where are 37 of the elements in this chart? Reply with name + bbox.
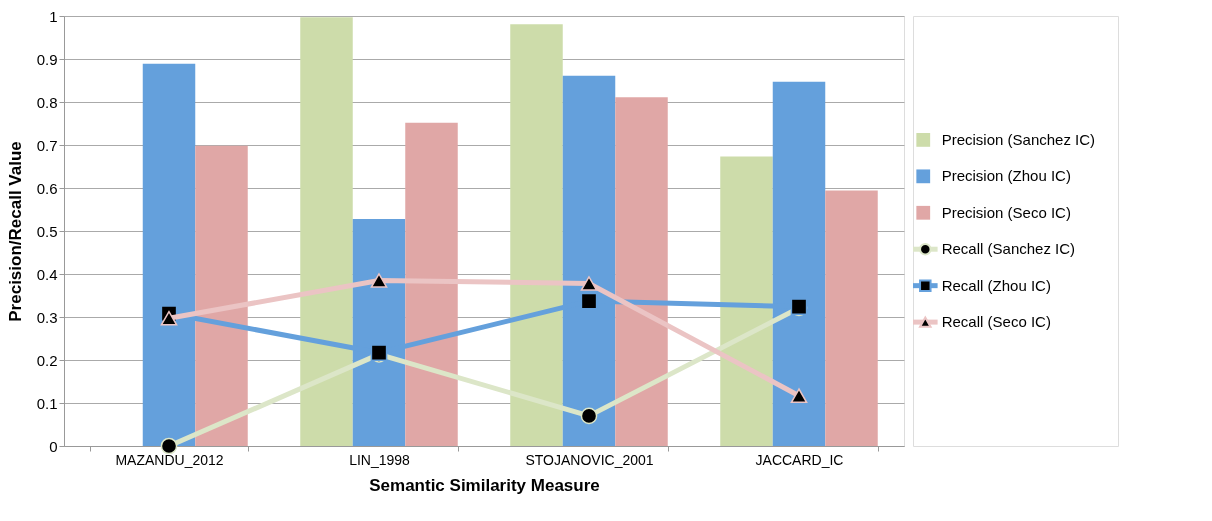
point: [160, 437, 178, 455]
legend-label: Precision (Sanchez IC): [941, 130, 1096, 148]
y-axis-title: Precision/Recall Value: [5, 141, 25, 322]
legend-label: Recall (Seco IC): [941, 313, 1051, 331]
y-tick-label: 0.9: [36, 50, 58, 68]
y-tick-label: 0.6: [36, 179, 58, 197]
y-tick-label: 0.8: [36, 93, 58, 111]
bar: [300, 17, 353, 446]
legend-label: Recall (Sanchez IC): [941, 240, 1076, 258]
y-tick-label: 0.3: [36, 308, 58, 326]
bar: [510, 24, 563, 446]
point: [580, 276, 598, 291]
point: [370, 273, 388, 288]
bar: [405, 122, 458, 446]
x-axis-title: Semantic Similarity Measure: [369, 475, 600, 495]
y-tick-label: 0: [49, 437, 58, 455]
y-tick-label: 0.7: [36, 136, 58, 154]
point: [580, 407, 598, 425]
y-tick-label: 0.2: [36, 351, 58, 369]
y-tick-label: 0.1: [36, 394, 58, 412]
bar: [195, 145, 248, 446]
y-tick-label: 0.5: [36, 222, 58, 240]
legend-label: Recall (Zhou IC): [941, 276, 1051, 294]
x-tick-label: STOJANOVIC_2001: [525, 451, 654, 468]
y-tick-label: 1: [49, 7, 58, 25]
x-tick-label: JACCARD_IC: [755, 451, 844, 468]
legend-label: Precision (Zhou IC): [941, 167, 1071, 185]
point: [580, 292, 598, 310]
legend-label: Precision (Seco IC): [941, 203, 1071, 221]
point: [790, 388, 808, 404]
x-tick-label: LIN_1998: [349, 451, 411, 468]
bar: [825, 190, 878, 446]
bar: [615, 97, 668, 446]
bar: [720, 156, 773, 446]
point: [160, 310, 178, 326]
y-tick-label: 0.4: [36, 265, 58, 283]
x-tick-label: MAZANDU_2012: [115, 451, 224, 468]
